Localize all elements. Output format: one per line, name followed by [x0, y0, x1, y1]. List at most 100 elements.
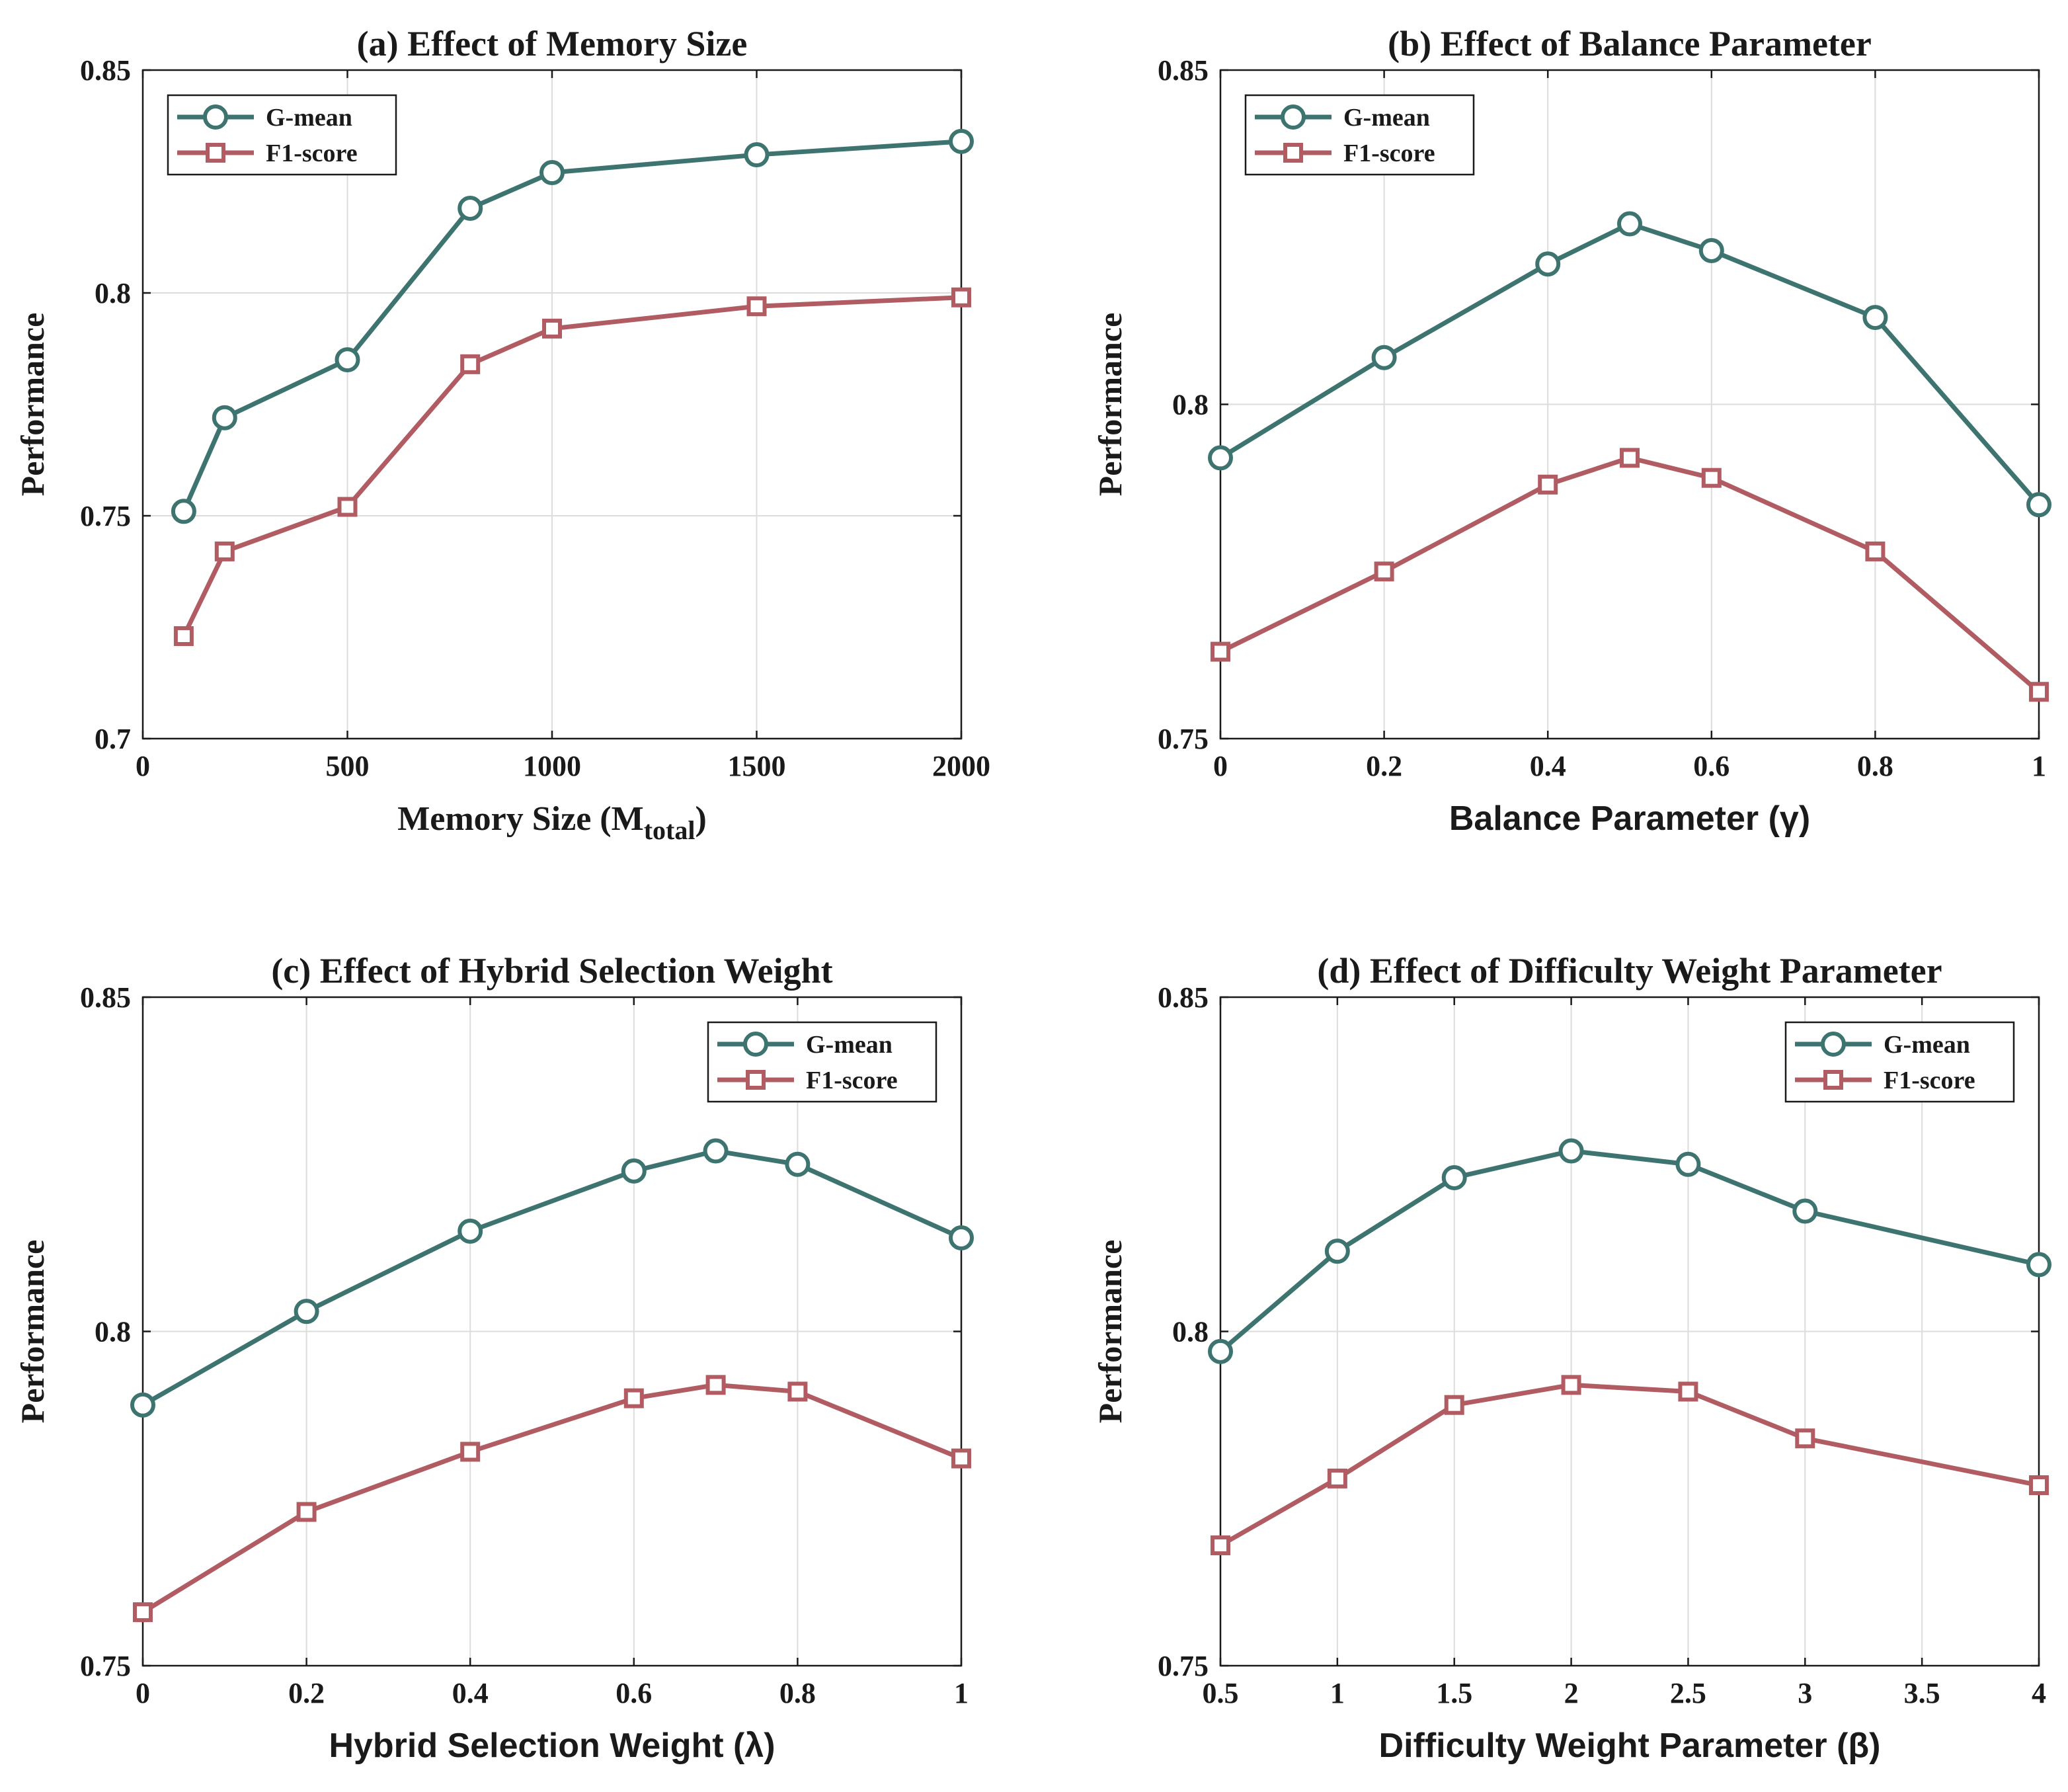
x-tick-label: 0.4	[452, 1677, 489, 1709]
y-tick-label: 0.8	[95, 277, 131, 309]
legend-label: F1-score	[266, 140, 358, 167]
x-tick-label: 0.8	[779, 1677, 816, 1709]
legend-label: F1-score	[1884, 1067, 1975, 1094]
y-tick-label: 0.85	[80, 54, 131, 87]
legend-marker-circle	[1821, 1032, 1846, 1057]
y-tick-label: 0.75	[1158, 1650, 1209, 1682]
x-axis-label: Hybrid Selection Weight (λ)	[329, 1727, 775, 1765]
data-point-f1	[1865, 541, 1886, 561]
data-point-gmean	[457, 1218, 483, 1244]
x-tick-label: 1	[2032, 750, 2046, 782]
data-point-f1	[214, 541, 235, 561]
data-point-f1	[460, 354, 481, 374]
y-axis-label: Performance	[14, 1240, 51, 1424]
legend-label: F1-score	[806, 1067, 898, 1094]
data-point-gmean	[457, 195, 483, 221]
data-point-gmean	[171, 499, 196, 524]
data-point-gmean	[1675, 1151, 1701, 1177]
data-point-f1	[1795, 1428, 1815, 1449]
data-point-gmean	[335, 347, 360, 373]
x-tick-label: 2	[1564, 1677, 1579, 1709]
data-point-f1	[173, 626, 194, 646]
x-tick-label: 0.2	[288, 1677, 325, 1709]
data-point-f1	[1701, 468, 1722, 488]
data-point-f1	[1538, 474, 1558, 495]
legend-marker-circle	[203, 104, 228, 130]
data-point-gmean	[1441, 1164, 1467, 1190]
data-point-f1	[2029, 1475, 2049, 1496]
data-point-gmean	[949, 1225, 974, 1250]
data-point-gmean	[294, 1299, 319, 1324]
y-axis-label: Performance	[1092, 1240, 1129, 1424]
data-point-gmean	[1698, 237, 1724, 263]
x-tick-label: 500	[326, 750, 370, 782]
legend-marker-square	[746, 1070, 766, 1090]
data-point-gmean	[949, 128, 974, 154]
y-tick-label: 0.75	[1158, 723, 1209, 755]
data-point-f1	[746, 296, 767, 317]
legend: G-mean F1-score	[1244, 94, 1475, 176]
data-point-gmean	[785, 1151, 811, 1177]
data-point-f1	[296, 1502, 317, 1522]
legend: G-mean F1-score	[707, 1021, 937, 1103]
data-point-f1	[460, 1442, 481, 1462]
x-tick-label: 2.5	[1670, 1677, 1706, 1709]
chart-title: (d) Effect of Difficulty Weight Paramete…	[1317, 951, 1942, 991]
data-point-gmean	[1208, 1338, 1233, 1364]
x-tick-label: 1.5	[1436, 1677, 1472, 1709]
x-tick-label: 1500	[728, 750, 786, 782]
data-point-gmean	[130, 1392, 155, 1418]
data-point-gmean	[1371, 345, 1397, 370]
legend: G-mean F1-score	[1784, 1021, 2015, 1103]
legend-marker-square	[206, 143, 225, 163]
legend-marker-circle	[743, 1032, 768, 1057]
data-point-f1	[1211, 1535, 1230, 1556]
data-point-gmean	[621, 1158, 647, 1184]
x-tick-label: 3.5	[1904, 1677, 1940, 1709]
data-point-f1	[1620, 448, 1640, 468]
data-point-gmean	[703, 1138, 729, 1164]
legend-label: F1-score	[1343, 140, 1435, 167]
data-point-gmean	[2026, 492, 2051, 518]
data-point-f1	[337, 497, 358, 517]
x-axis-label: Memory Size (Mtotal)	[397, 800, 707, 845]
y-tick-label: 0.85	[80, 981, 131, 1014]
data-point-gmean	[1535, 251, 1561, 277]
data-point-f1	[1327, 1468, 1347, 1488]
x-tick-label: 0.4	[1530, 750, 1566, 782]
legend: G-mean F1-score	[167, 94, 397, 176]
x-tick-label: 1000	[523, 750, 581, 782]
chart-title: (c) Effect of Hybrid Selection Weight	[271, 951, 832, 991]
y-tick-label: 0.8	[95, 1316, 131, 1348]
data-point-gmean	[212, 405, 237, 430]
x-tick-label: 0.6	[616, 1677, 652, 1709]
x-tick-label: 1	[954, 1677, 969, 1709]
data-point-gmean	[1617, 211, 1642, 237]
x-tick-label: 0	[136, 750, 150, 782]
data-point-f1	[542, 318, 562, 339]
x-tick-label: 0	[136, 1677, 150, 1709]
data-point-gmean	[1324, 1239, 1350, 1264]
data-point-f1	[951, 1448, 971, 1469]
y-tick-label: 0.85	[1158, 981, 1209, 1014]
y-tick-label: 0.75	[80, 1650, 131, 1682]
y-tick-label: 0.8	[1172, 389, 1209, 421]
data-point-f1	[1374, 561, 1394, 582]
panel-a: 0 500 1000 1500 2000 0.7 0.75 0.8 0.85 (a) Effect…	[14, 24, 990, 845]
legend-marker-circle	[1281, 104, 1306, 130]
y-axis-label: Performance	[1092, 313, 1129, 497]
x-tick-label: 0.8	[1857, 750, 1893, 782]
panel-c: 0 0.2 0.4 0.6 0.8 1 0.75 0.8 0.85 (c) Effect of H…	[14, 951, 974, 1765]
x-tick-label: 0.5	[1203, 1677, 1239, 1709]
data-point-f1	[951, 287, 971, 307]
legend-label: G-mean	[806, 1031, 893, 1059]
y-tick-label: 0.8	[1172, 1316, 1209, 1348]
data-point-f1	[705, 1375, 726, 1395]
x-tick-label: 4	[2032, 1677, 2046, 1709]
y-tick-label: 0.85	[1158, 54, 1209, 87]
legend-marker-square	[1823, 1070, 1843, 1090]
data-point-f1	[1561, 1375, 1581, 1395]
data-point-f1	[2029, 682, 2049, 702]
x-tick-label: 2000	[932, 750, 990, 782]
